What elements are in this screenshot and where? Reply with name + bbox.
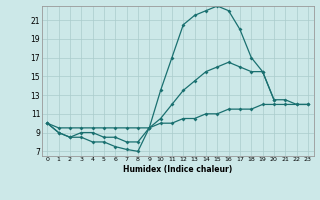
- X-axis label: Humidex (Indice chaleur): Humidex (Indice chaleur): [123, 165, 232, 174]
